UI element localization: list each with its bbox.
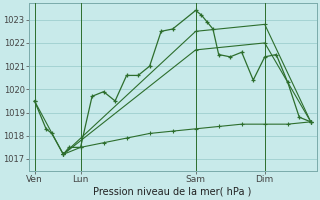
X-axis label: Pression niveau de la mer( hPa ): Pression niveau de la mer( hPa ) (93, 187, 252, 197)
